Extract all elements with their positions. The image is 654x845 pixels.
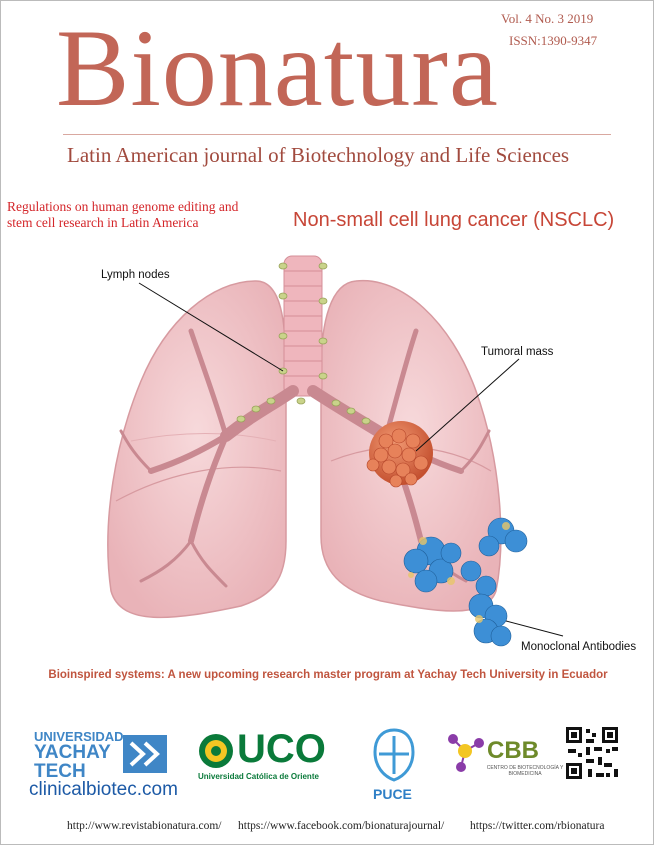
footer-link-facebook[interactable]: https://www.facebook.com/bionaturajourna… [238, 820, 445, 832]
yachay-line1: UNIVERSIDAD [34, 729, 124, 744]
trachea [283, 255, 323, 397]
tumoral-mass-label: Tumoral mass [481, 346, 554, 358]
feature-banner[interactable]: Bioinspired systems: A new upcoming rese… [48, 669, 608, 681]
puce-emblem-icon [373, 728, 415, 782]
yachay-emblem-icon [123, 735, 167, 773]
lymph-nodes-label: Lymph nodes [101, 269, 170, 281]
puce-logo[interactable]: PUCE [373, 786, 412, 802]
monoclonal-antibodies-label: Monoclonal Antibodies [521, 641, 637, 653]
yachay-line2: YACHAY [34, 742, 111, 763]
yachay-line3: TECH [34, 761, 86, 782]
qr-code-icon[interactable] [564, 725, 620, 781]
uco-logo[interactable]: UCO [237, 727, 326, 771]
tumor-mass [366, 421, 433, 488]
antibody [403, 517, 528, 647]
cbb-logo[interactable]: CBB [487, 737, 539, 764]
lead-article-left[interactable]: Regulations on human genome editing and … [7, 199, 239, 230]
title-divider [63, 134, 611, 135]
journal-title: Bionatura [56, 7, 499, 129]
uco-emblem-icon [199, 734, 233, 768]
yachay-tech-logo[interactable]: UNIVERSIDAD YACHAY TECH [34, 730, 124, 781]
footer-link-twitter[interactable]: https://twitter.com/rbionatura [470, 820, 605, 832]
journal-subtitle: Latin American journal of Biotechnology … [67, 143, 570, 167]
footer-link-website[interactable]: http://www.revistabionatura.com/ [67, 820, 222, 832]
uco-subtitle: Universidad Católica de Oriente [198, 772, 319, 781]
lead-article-right[interactable]: Non-small cell lung cancer (NSCLC) [293, 209, 615, 231]
lung-illustration [107, 255, 564, 647]
cbb-subtitle: CENTRO DE BIOTECNOLOGÍA Y BIOMEDICINA [486, 765, 564, 777]
website-link[interactable]: clinicalbiotec.com [29, 779, 178, 800]
cbb-molecule-icon [448, 734, 484, 772]
issn: ISSN:1390-9347 [509, 33, 598, 48]
issue-info: Vol. 4 No. 3 2019 [501, 11, 594, 26]
